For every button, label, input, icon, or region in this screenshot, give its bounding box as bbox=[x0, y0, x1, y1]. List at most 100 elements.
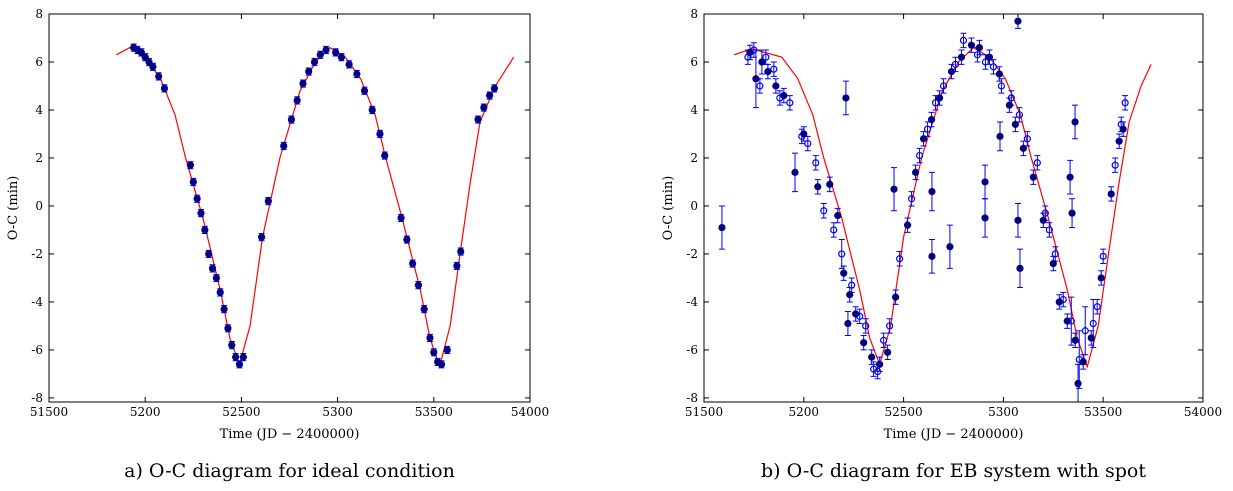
data-point bbox=[1033, 159, 1041, 167]
data-point bbox=[414, 281, 423, 289]
error-bar bbox=[896, 251, 903, 267]
error-bar bbox=[1034, 155, 1041, 171]
y-tick-label: 2 bbox=[35, 151, 43, 165]
data-point bbox=[852, 310, 860, 318]
plot-area bbox=[718, 14, 1152, 402]
data-point bbox=[403, 235, 411, 244]
fit-curve bbox=[733, 46, 1152, 369]
data-point bbox=[791, 168, 799, 176]
y-tick-label: 8 bbox=[35, 7, 43, 21]
data-point bbox=[820, 207, 828, 215]
data-point bbox=[892, 293, 900, 301]
data-point bbox=[718, 223, 726, 232]
y-tick-label: -4 bbox=[686, 295, 698, 309]
data-point bbox=[345, 60, 353, 68]
data-point bbox=[959, 36, 968, 44]
data-point bbox=[997, 82, 1006, 90]
data-point bbox=[322, 46, 330, 54]
data-point bbox=[860, 339, 868, 347]
error-bar bbox=[770, 61, 777, 77]
data-point bbox=[1087, 334, 1095, 342]
data-point bbox=[155, 72, 163, 80]
data-point bbox=[1121, 99, 1129, 107]
data-point bbox=[1039, 216, 1047, 224]
data-point bbox=[443, 346, 451, 354]
data-point bbox=[814, 183, 822, 191]
data-point bbox=[868, 353, 876, 361]
x-tick-label: 52500 bbox=[222, 405, 260, 419]
y-tick-label: 4 bbox=[35, 103, 43, 117]
data-point bbox=[430, 348, 438, 356]
data-point bbox=[1051, 250, 1059, 258]
data-point bbox=[758, 58, 766, 66]
data-point bbox=[287, 115, 296, 124]
y-axis-label: O-C (min) bbox=[6, 176, 21, 241]
data-point bbox=[996, 132, 1004, 140]
error-bar bbox=[916, 147, 923, 164]
data-point bbox=[1074, 379, 1082, 388]
data-point bbox=[1029, 173, 1037, 181]
data-point bbox=[299, 79, 307, 88]
data-point bbox=[228, 341, 236, 349]
data-point bbox=[235, 360, 244, 368]
data-point bbox=[975, 43, 984, 52]
data-point bbox=[1071, 118, 1079, 126]
data-point bbox=[1107, 190, 1115, 198]
data-point bbox=[915, 151, 924, 160]
data-point bbox=[931, 99, 940, 107]
y-axis-label: O-C (min) bbox=[661, 176, 676, 241]
data-point bbox=[264, 197, 272, 205]
error-bar bbox=[804, 135, 811, 152]
data-point bbox=[1023, 135, 1031, 143]
data-point bbox=[939, 82, 948, 90]
data-point bbox=[756, 82, 764, 90]
data-point bbox=[280, 142, 288, 150]
data-point bbox=[862, 322, 870, 330]
y-tick-label: 0 bbox=[690, 199, 698, 213]
data-point bbox=[780, 91, 788, 100]
data-point bbox=[310, 58, 319, 66]
data-point bbox=[830, 226, 838, 234]
error-bar bbox=[1112, 157, 1119, 173]
data-point bbox=[923, 125, 932, 133]
data-point bbox=[381, 151, 389, 160]
error-bar bbox=[820, 203, 827, 219]
data-point bbox=[224, 324, 232, 332]
data-point bbox=[360, 87, 369, 95]
data-point bbox=[746, 48, 754, 56]
x-tick-label: 51500 bbox=[30, 405, 68, 419]
data-point bbox=[160, 84, 169, 92]
data-point bbox=[474, 115, 482, 124]
data-point bbox=[137, 48, 145, 56]
data-point bbox=[216, 288, 224, 296]
x-tick-label: 51500 bbox=[685, 405, 723, 419]
error-bar bbox=[990, 59, 997, 75]
data-point bbox=[967, 41, 976, 49]
data-point bbox=[337, 53, 346, 61]
data-point bbox=[420, 305, 428, 313]
data-point bbox=[353, 70, 361, 78]
data-point bbox=[437, 360, 446, 368]
data-point bbox=[490, 84, 499, 92]
error-bar bbox=[908, 191, 915, 207]
error-bar bbox=[1082, 306, 1089, 356]
x-tick-label: 5300 bbox=[322, 405, 353, 419]
data-point bbox=[1099, 252, 1107, 260]
y-tick-label: -6 bbox=[686, 343, 698, 357]
caption: a) O-C diagram for ideal condition bbox=[124, 460, 455, 482]
x-tick-label: 54000 bbox=[511, 405, 549, 419]
y-tick-label: -2 bbox=[31, 247, 43, 261]
data-point bbox=[397, 214, 405, 222]
y-tick-label: 0 bbox=[35, 199, 43, 213]
y-tick-label: -2 bbox=[686, 247, 698, 261]
error-bar bbox=[862, 318, 869, 334]
data-point bbox=[141, 53, 149, 61]
x-tick-label: 5200 bbox=[130, 405, 161, 419]
data-point bbox=[1011, 120, 1019, 128]
data-point bbox=[149, 63, 157, 71]
data-point bbox=[1066, 173, 1074, 181]
data-point bbox=[485, 91, 494, 100]
data-point bbox=[193, 195, 201, 203]
data-point bbox=[1093, 303, 1101, 311]
data-point bbox=[903, 221, 912, 229]
